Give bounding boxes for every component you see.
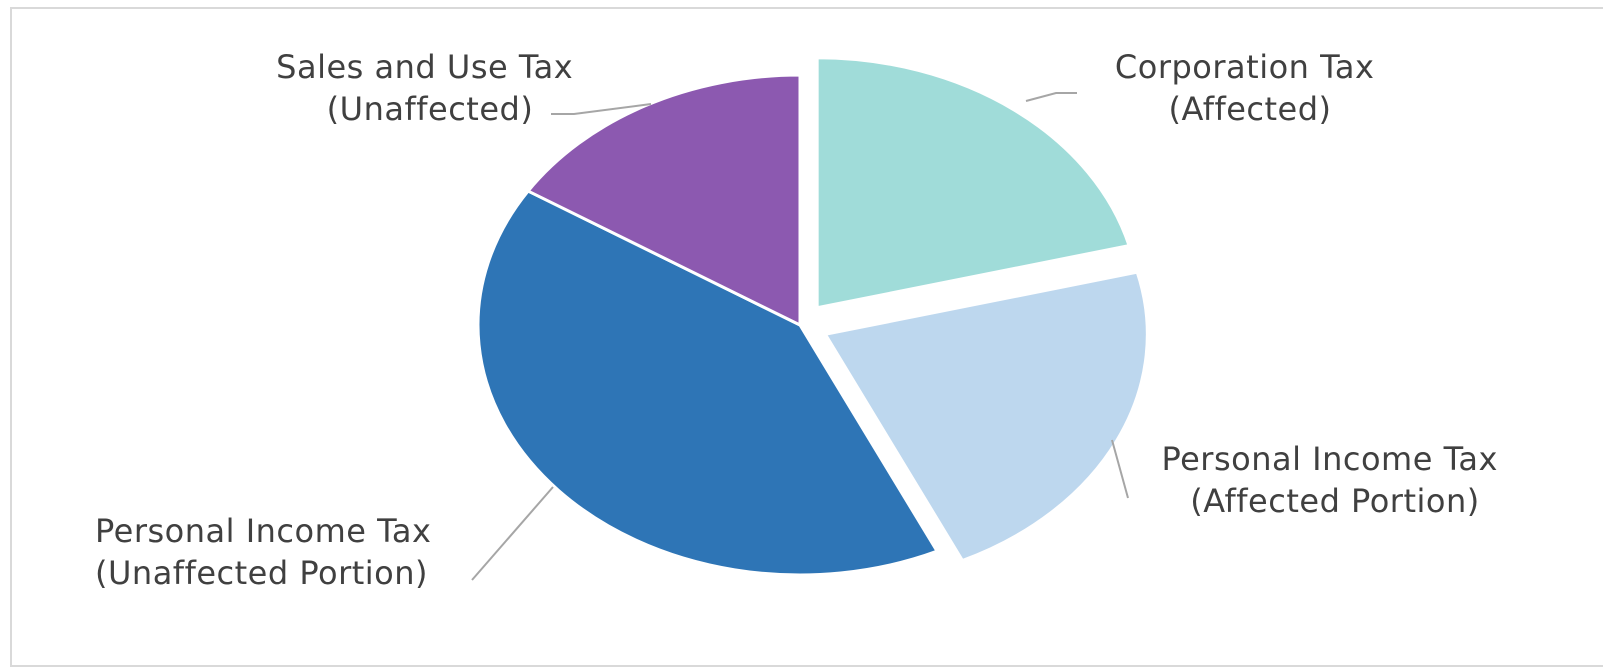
slice-label-pit-unaffected-line1: Personal Income Tax [95,512,431,550]
slice-label-sales-use-tax-line1: Sales and Use Tax [276,48,573,86]
pie-chart: Corporation Tax (Affected) Personal Inco… [95,48,1508,592]
slice-personal-income-tax-unaffected [476,189,940,577]
leader-pit-unaffected [471,486,554,581]
leader-corporation-tax [1025,92,1077,102]
slice-corporation-tax [815,56,1132,310]
slice-label-corporation-tax: Corporation Tax (Affected) [1115,48,1385,128]
leader-sales-use-tax [551,103,652,115]
slice-personal-income-tax-affected [822,270,1149,563]
slice-label-sales-use-tax: Sales and Use Tax (Unaffected) [276,48,584,128]
slice-label-pit-unaffected-line2: (Unaffected Portion) [95,554,428,592]
slice-label-pit-affected-line1: Personal Income Tax [1161,440,1497,478]
leader-pit-affected [1111,439,1129,499]
slice-label-sales-use-tax-line2: (Unaffected) [327,90,534,128]
leader-lines [471,92,1129,581]
slice-sales-use-tax [525,73,802,328]
slice-label-corporation-tax-line2: (Affected) [1168,90,1331,128]
slice-label-pit-unaffected: Personal Income Tax (Unaffected Portion) [95,512,442,592]
slice-label-corporation-tax-line1: Corporation Tax [1115,48,1375,86]
pie-slices [476,56,1149,577]
slice-label-pit-affected: Personal Income Tax (Affected Portion) [1161,440,1508,520]
slice-label-pit-affected-line2: (Affected Portion) [1190,482,1479,520]
